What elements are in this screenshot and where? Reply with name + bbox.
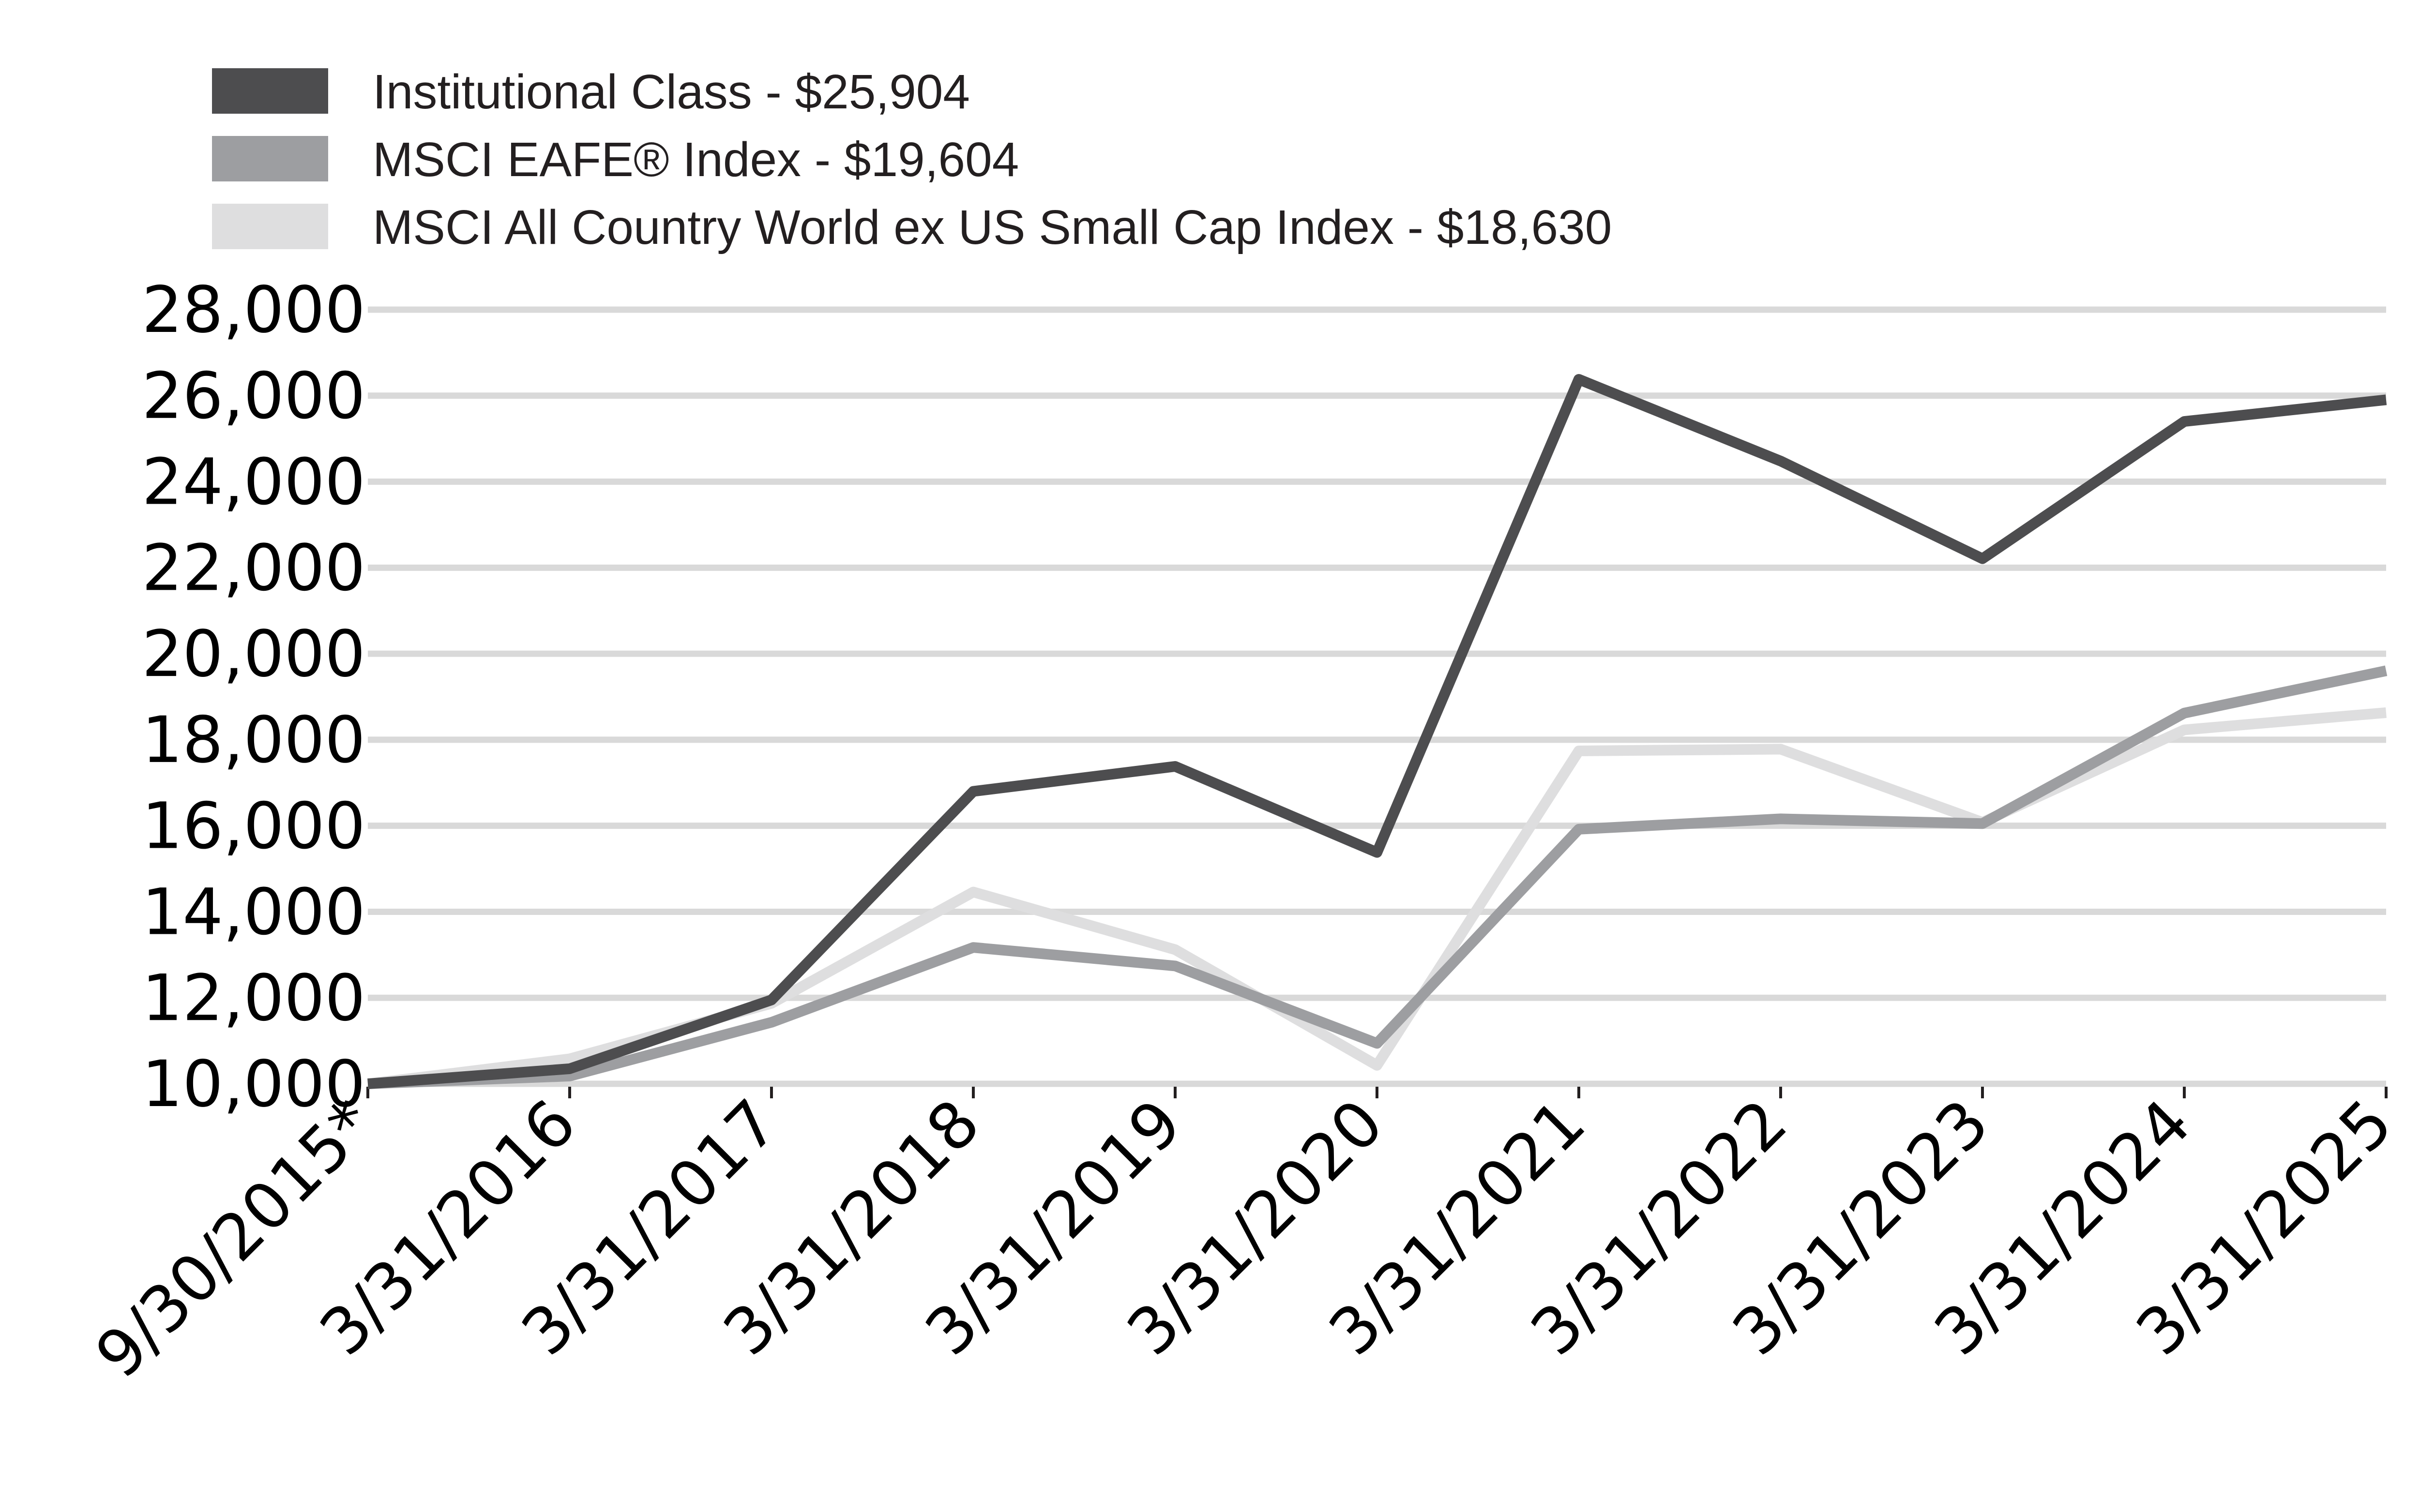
- y-tick-label: 22,000: [142, 531, 365, 605]
- legend-swatch: [212, 68, 328, 114]
- y-tick-label: 18,000: [142, 703, 365, 778]
- y-tick-label: 10,000: [142, 1047, 365, 1122]
- legend-label: MSCI EAFE® Index - $19,604: [373, 133, 1019, 187]
- y-tick-label: 12,000: [142, 961, 365, 1035]
- y-tick-label: 26,000: [142, 359, 365, 434]
- series-line-0: [367, 374, 2387, 1089]
- y-tick-label: 16,000: [142, 789, 365, 864]
- gridlines: [368, 306, 2386, 1001]
- legend-swatch: [212, 204, 328, 249]
- x-axis: 9/30/2015*3/31/20163/31/20173/31/20183/3…: [81, 1080, 2407, 1392]
- y-axis-tick-labels: 10,000 12,000 14,000 16,000 18,000 20,000 22,0…: [142, 273, 365, 1122]
- legend-label: Institutional Class - $25,904: [373, 65, 970, 119]
- legend-label: MSCI All Country World ex US Small Cap I…: [373, 200, 1612, 254]
- y-tick-label: 28,000: [142, 273, 365, 347]
- y-tick-label: 14,000: [142, 875, 365, 949]
- series-line-1: [367, 665, 2388, 1089]
- legend: Institutional Class - $25,904 MSCI EAFE® …: [212, 65, 1612, 254]
- legend-swatch: [212, 136, 328, 181]
- y-tick-label: 24,000: [142, 445, 365, 520]
- y-tick-label: 20,000: [142, 617, 365, 691]
- series-lines: [367, 374, 2388, 1089]
